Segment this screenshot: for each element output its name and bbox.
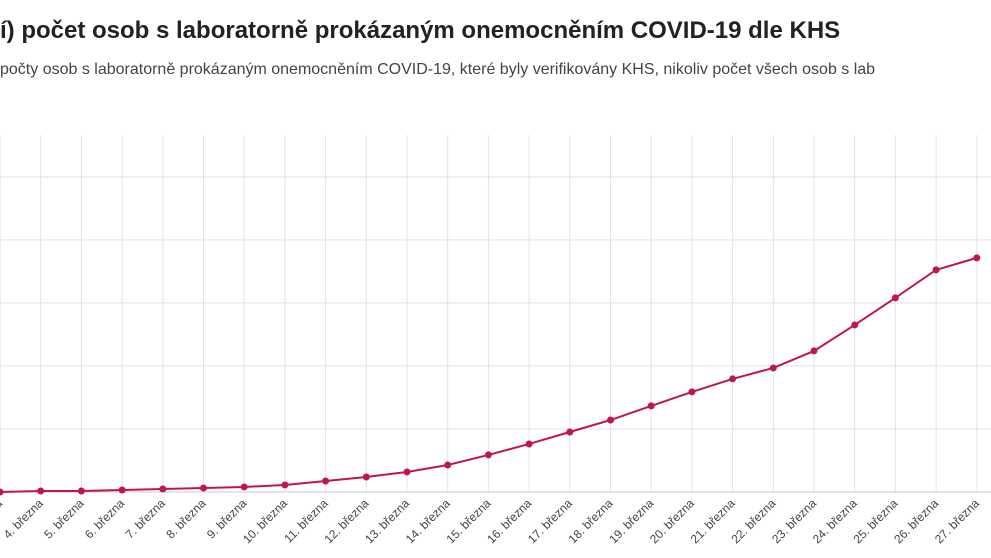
data-point bbox=[118, 486, 126, 494]
data-point bbox=[891, 294, 899, 302]
x-tick-label: 10. března bbox=[240, 496, 290, 546]
data-point bbox=[688, 388, 696, 396]
data-point bbox=[851, 321, 859, 329]
data-point bbox=[281, 481, 289, 489]
data-point bbox=[362, 473, 370, 481]
data-point bbox=[484, 451, 492, 459]
data-point bbox=[973, 254, 981, 262]
data-point bbox=[444, 461, 452, 469]
data-point bbox=[729, 375, 737, 383]
data-point bbox=[37, 487, 45, 495]
data-point bbox=[403, 468, 411, 476]
data-point bbox=[566, 428, 574, 436]
data-point bbox=[647, 402, 655, 410]
data-point bbox=[322, 477, 330, 485]
data-point bbox=[240, 483, 248, 491]
data-point bbox=[769, 364, 777, 372]
x-tick-label: 7. března bbox=[123, 496, 169, 542]
data-point bbox=[607, 416, 614, 424]
x-tick-label: 4. března bbox=[1, 496, 47, 542]
data-point bbox=[159, 485, 167, 493]
data-point bbox=[525, 440, 533, 448]
data-point bbox=[0, 488, 4, 496]
data-point bbox=[200, 484, 207, 492]
x-tick-label: 8. března bbox=[163, 496, 209, 542]
data-point bbox=[77, 487, 85, 495]
x-tick-label: 5. března bbox=[41, 496, 87, 542]
x-tick-label: 6. března bbox=[82, 496, 128, 542]
data-point bbox=[810, 347, 818, 355]
chart-subtitle: počty osob s laboratorně prokázaným onem… bbox=[0, 61, 875, 78]
x-tick-label: 27. března bbox=[932, 496, 982, 546]
data-point bbox=[932, 266, 940, 274]
chart-title: í) počet osob s laboratorně prokázaným o… bbox=[0, 17, 840, 44]
